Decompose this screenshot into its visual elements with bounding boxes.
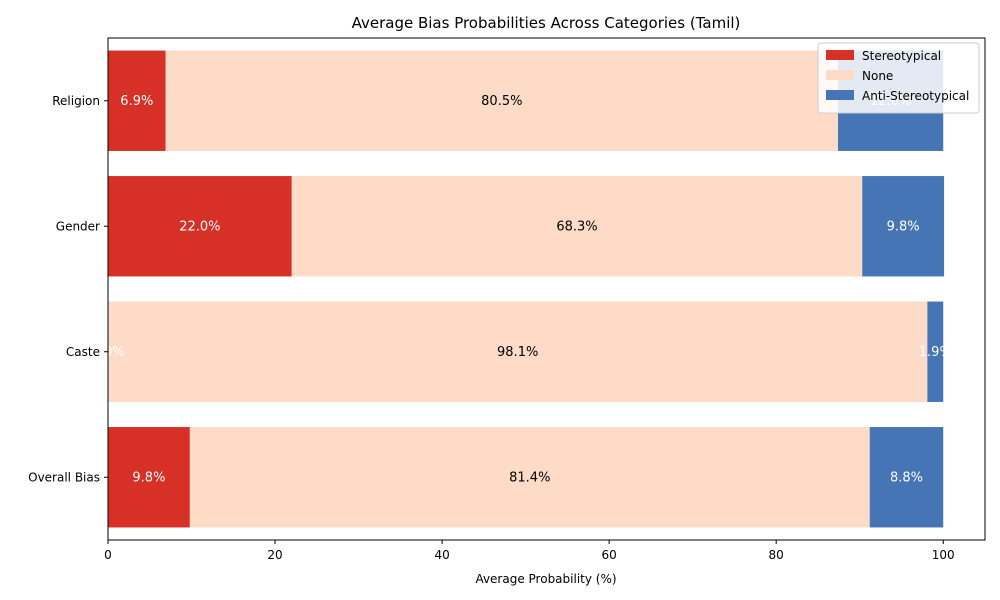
bar-anti-stereotypical-overall-bias xyxy=(869,427,944,528)
x-tick-label: 100 xyxy=(932,548,955,562)
data-label: 9.8% xyxy=(887,219,920,234)
bar-stereotypical-religion xyxy=(108,50,166,151)
legend-label: None xyxy=(862,69,893,83)
bars-group xyxy=(108,50,945,528)
legend-label: Anti-Stereotypical xyxy=(862,89,969,103)
data-label: 81.4% xyxy=(509,470,550,485)
x-axis-label: Average Probability (%) xyxy=(475,572,616,586)
bar-none-overall-bias xyxy=(189,427,870,528)
data-labels-group: 6.9%80.5%12.6%22.0%68.3%9.8%0.0%98.1%1.9… xyxy=(91,94,951,486)
legend-box xyxy=(817,42,980,114)
plot-frame xyxy=(107,37,986,541)
data-label: 68.3% xyxy=(556,219,597,234)
bar-stereotypical-overall-bias xyxy=(108,427,190,528)
x-tick-label: 20 xyxy=(267,548,282,562)
data-label: 80.5% xyxy=(481,94,522,109)
legend-swatch xyxy=(826,50,854,60)
x-axis-ticks: 0 20 40 60 80 100 xyxy=(104,540,955,562)
data-label: 9.8% xyxy=(132,470,165,485)
y-axis-ticks: Religion Gender Caste Overall Bias xyxy=(28,94,108,484)
data-label: 98.1% xyxy=(497,345,538,360)
legend-swatch xyxy=(826,90,854,100)
y-tick-label: Gender xyxy=(56,219,100,233)
chart-title: Average Bias Probabilities Across Catego… xyxy=(352,14,741,32)
bar-none-gender xyxy=(291,176,863,277)
data-label: 22.0% xyxy=(179,219,220,234)
y-tick-label: Overall Bias xyxy=(28,470,100,484)
bar-anti-stereotypical-gender xyxy=(862,176,945,277)
bar-stereotypical-gender xyxy=(108,176,292,277)
x-tick-label: 60 xyxy=(602,548,617,562)
data-label: 6.9% xyxy=(120,94,153,109)
y-tick-label: Religion xyxy=(52,94,100,108)
x-tick-label: 0 xyxy=(104,548,112,562)
bar-anti-stereotypical-caste xyxy=(927,301,944,402)
data-label: 1.9% xyxy=(919,345,952,360)
legend: Stereotypical None Anti-Stereotypical xyxy=(817,42,980,114)
data-label: 8.8% xyxy=(890,470,923,485)
legend-label: Stereotypical xyxy=(862,49,941,63)
y-tick-label: Caste xyxy=(66,345,100,359)
x-tick-label: 40 xyxy=(434,548,449,562)
bar-none-caste xyxy=(108,301,928,402)
legend-swatch xyxy=(826,70,854,80)
bar-none-religion xyxy=(165,50,838,151)
x-tick-label: 80 xyxy=(769,548,784,562)
